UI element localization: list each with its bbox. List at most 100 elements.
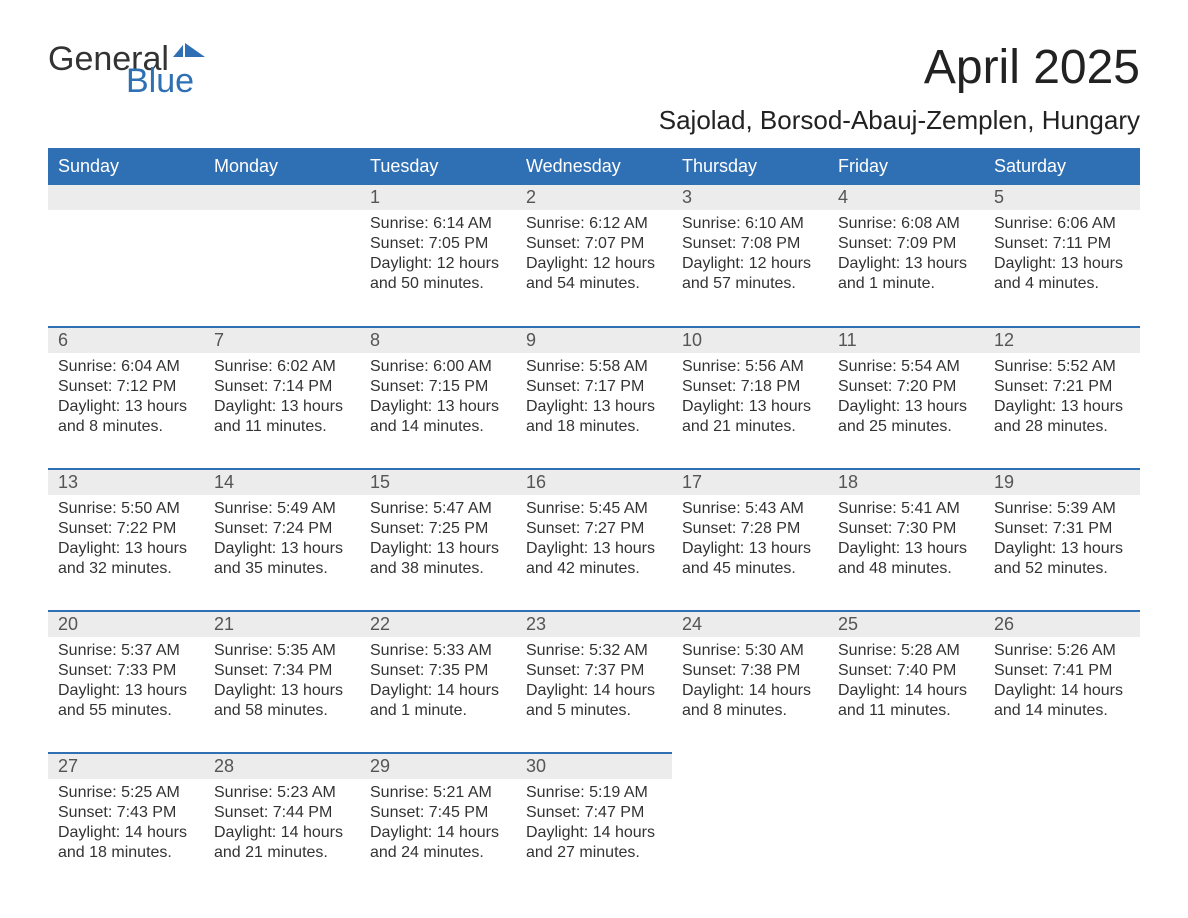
- calendar-table: SundayMondayTuesdayWednesdayThursdayFrid…: [48, 148, 1140, 895]
- day-number: 24: [672, 612, 828, 637]
- calendar-day-cell: 19Sunrise: 5:39 AMSunset: 7:31 PMDayligh…: [984, 469, 1140, 611]
- daylight-text: Daylight: 13 hours: [214, 397, 350, 417]
- sunset-text: Sunset: 7:12 PM: [58, 377, 194, 397]
- sunset-text: Sunset: 7:37 PM: [526, 661, 662, 681]
- daylight-text: and 11 minutes.: [214, 417, 350, 437]
- weekday-header: Monday: [204, 148, 360, 185]
- daylight-text: and 58 minutes.: [214, 701, 350, 721]
- sunrise-text: Sunrise: 5:35 AM: [214, 641, 350, 661]
- sunset-text: Sunset: 7:41 PM: [994, 661, 1130, 681]
- logo-text-2: Blue: [126, 62, 194, 101]
- day-content: Sunrise: 5:30 AMSunset: 7:38 PMDaylight:…: [672, 637, 828, 731]
- sunrise-text: Sunrise: 5:50 AM: [58, 499, 194, 519]
- daylight-text: Daylight: 14 hours: [370, 681, 506, 701]
- daylight-text: Daylight: 13 hours: [214, 681, 350, 701]
- daylight-text: and 24 minutes.: [370, 843, 506, 863]
- daylight-text: Daylight: 13 hours: [994, 254, 1130, 274]
- daylight-text: and 18 minutes.: [58, 843, 194, 863]
- sunrise-text: Sunrise: 5:49 AM: [214, 499, 350, 519]
- sunrise-text: Sunrise: 6:12 AM: [526, 214, 662, 234]
- calendar-day-cell: 26Sunrise: 5:26 AMSunset: 7:41 PMDayligh…: [984, 611, 1140, 753]
- day-number: 15: [360, 470, 516, 495]
- daylight-text: Daylight: 13 hours: [526, 397, 662, 417]
- day-content: Sunrise: 5:23 AMSunset: 7:44 PMDaylight:…: [204, 779, 360, 873]
- day-number: 28: [204, 754, 360, 779]
- weekday-header: Wednesday: [516, 148, 672, 185]
- sunrise-text: Sunrise: 6:08 AM: [838, 214, 974, 234]
- sunset-text: Sunset: 7:40 PM: [838, 661, 974, 681]
- daylight-text: and 35 minutes.: [214, 559, 350, 579]
- day-content: Sunrise: 6:04 AMSunset: 7:12 PMDaylight:…: [48, 353, 204, 447]
- day-content: Sunrise: 5:52 AMSunset: 7:21 PMDaylight:…: [984, 353, 1140, 447]
- day-content: Sunrise: 5:58 AMSunset: 7:17 PMDaylight:…: [516, 353, 672, 447]
- daylight-text: Daylight: 12 hours: [370, 254, 506, 274]
- daylight-text: and 21 minutes.: [682, 417, 818, 437]
- day-number: 3: [672, 185, 828, 210]
- header: General Blue April 2025 Sajolad, Borsod-…: [48, 40, 1140, 144]
- daylight-text: and 25 minutes.: [838, 417, 974, 437]
- daylight-text: Daylight: 13 hours: [994, 397, 1130, 417]
- calendar-day-cell: 10Sunrise: 5:56 AMSunset: 7:18 PMDayligh…: [672, 327, 828, 469]
- daylight-text: and 18 minutes.: [526, 417, 662, 437]
- calendar-day-cell: 7Sunrise: 6:02 AMSunset: 7:14 PMDaylight…: [204, 327, 360, 469]
- calendar-body: 1Sunrise: 6:14 AMSunset: 7:05 PMDaylight…: [48, 185, 1140, 895]
- calendar-day-cell: 30Sunrise: 5:19 AMSunset: 7:47 PMDayligh…: [516, 753, 672, 895]
- sunrise-text: Sunrise: 5:43 AM: [682, 499, 818, 519]
- weekday-header: Thursday: [672, 148, 828, 185]
- day-number: 6: [48, 328, 204, 353]
- day-number: 17: [672, 470, 828, 495]
- daylight-text: Daylight: 12 hours: [526, 254, 662, 274]
- daylight-text: Daylight: 13 hours: [526, 539, 662, 559]
- sunset-text: Sunset: 7:30 PM: [838, 519, 974, 539]
- daylight-text: and 45 minutes.: [682, 559, 818, 579]
- day-content: Sunrise: 5:28 AMSunset: 7:40 PMDaylight:…: [828, 637, 984, 731]
- day-number: 25: [828, 612, 984, 637]
- sunset-text: Sunset: 7:35 PM: [370, 661, 506, 681]
- daylight-text: and 27 minutes.: [526, 843, 662, 863]
- day-number: 27: [48, 754, 204, 779]
- day-number: 14: [204, 470, 360, 495]
- calendar-day-cell: 21Sunrise: 5:35 AMSunset: 7:34 PMDayligh…: [204, 611, 360, 753]
- day-content: Sunrise: 6:02 AMSunset: 7:14 PMDaylight:…: [204, 353, 360, 447]
- day-content: Sunrise: 5:45 AMSunset: 7:27 PMDaylight:…: [516, 495, 672, 589]
- sunrise-text: Sunrise: 5:39 AM: [994, 499, 1130, 519]
- day-number: 20: [48, 612, 204, 637]
- daylight-text: Daylight: 14 hours: [526, 823, 662, 843]
- day-content: Sunrise: 6:14 AMSunset: 7:05 PMDaylight:…: [360, 210, 516, 304]
- daylight-text: Daylight: 14 hours: [58, 823, 194, 843]
- daylight-text: and 38 minutes.: [370, 559, 506, 579]
- day-content: Sunrise: 5:26 AMSunset: 7:41 PMDaylight:…: [984, 637, 1140, 731]
- daylight-text: and 48 minutes.: [838, 559, 974, 579]
- day-content: Sunrise: 6:00 AMSunset: 7:15 PMDaylight:…: [360, 353, 516, 447]
- weekday-header: Saturday: [984, 148, 1140, 185]
- calendar-day-cell: 13Sunrise: 5:50 AMSunset: 7:22 PMDayligh…: [48, 469, 204, 611]
- daylight-text: Daylight: 14 hours: [370, 823, 506, 843]
- sunrise-text: Sunrise: 5:26 AM: [994, 641, 1130, 661]
- day-number: 29: [360, 754, 516, 779]
- sunset-text: Sunset: 7:38 PM: [682, 661, 818, 681]
- month-title: April 2025: [659, 40, 1140, 95]
- sunset-text: Sunset: 7:34 PM: [214, 661, 350, 681]
- calendar-day-cell: [984, 753, 1140, 895]
- sunrise-text: Sunrise: 5:32 AM: [526, 641, 662, 661]
- sunrise-text: Sunrise: 5:19 AM: [526, 783, 662, 803]
- daylight-text: and 5 minutes.: [526, 701, 662, 721]
- day-content: Sunrise: 5:49 AMSunset: 7:24 PMDaylight:…: [204, 495, 360, 589]
- logo: General Blue: [48, 40, 207, 79]
- sunset-text: Sunset: 7:11 PM: [994, 234, 1130, 254]
- calendar-day-cell: [672, 753, 828, 895]
- sunrise-text: Sunrise: 5:52 AM: [994, 357, 1130, 377]
- calendar-day-cell: 6Sunrise: 6:04 AMSunset: 7:12 PMDaylight…: [48, 327, 204, 469]
- day-content: Sunrise: 5:54 AMSunset: 7:20 PMDaylight:…: [828, 353, 984, 447]
- day-content: Sunrise: 5:32 AMSunset: 7:37 PMDaylight:…: [516, 637, 672, 731]
- day-number: 5: [984, 185, 1140, 210]
- calendar-day-cell: 1Sunrise: 6:14 AMSunset: 7:05 PMDaylight…: [360, 185, 516, 327]
- calendar-day-cell: 5Sunrise: 6:06 AMSunset: 7:11 PMDaylight…: [984, 185, 1140, 327]
- sunrise-text: Sunrise: 5:37 AM: [58, 641, 194, 661]
- sunrise-text: Sunrise: 5:28 AM: [838, 641, 974, 661]
- sunset-text: Sunset: 7:27 PM: [526, 519, 662, 539]
- day-content: Sunrise: 5:41 AMSunset: 7:30 PMDaylight:…: [828, 495, 984, 589]
- day-content: Sunrise: 6:12 AMSunset: 7:07 PMDaylight:…: [516, 210, 672, 304]
- calendar-day-cell: 22Sunrise: 5:33 AMSunset: 7:35 PMDayligh…: [360, 611, 516, 753]
- calendar-day-cell: 14Sunrise: 5:49 AMSunset: 7:24 PMDayligh…: [204, 469, 360, 611]
